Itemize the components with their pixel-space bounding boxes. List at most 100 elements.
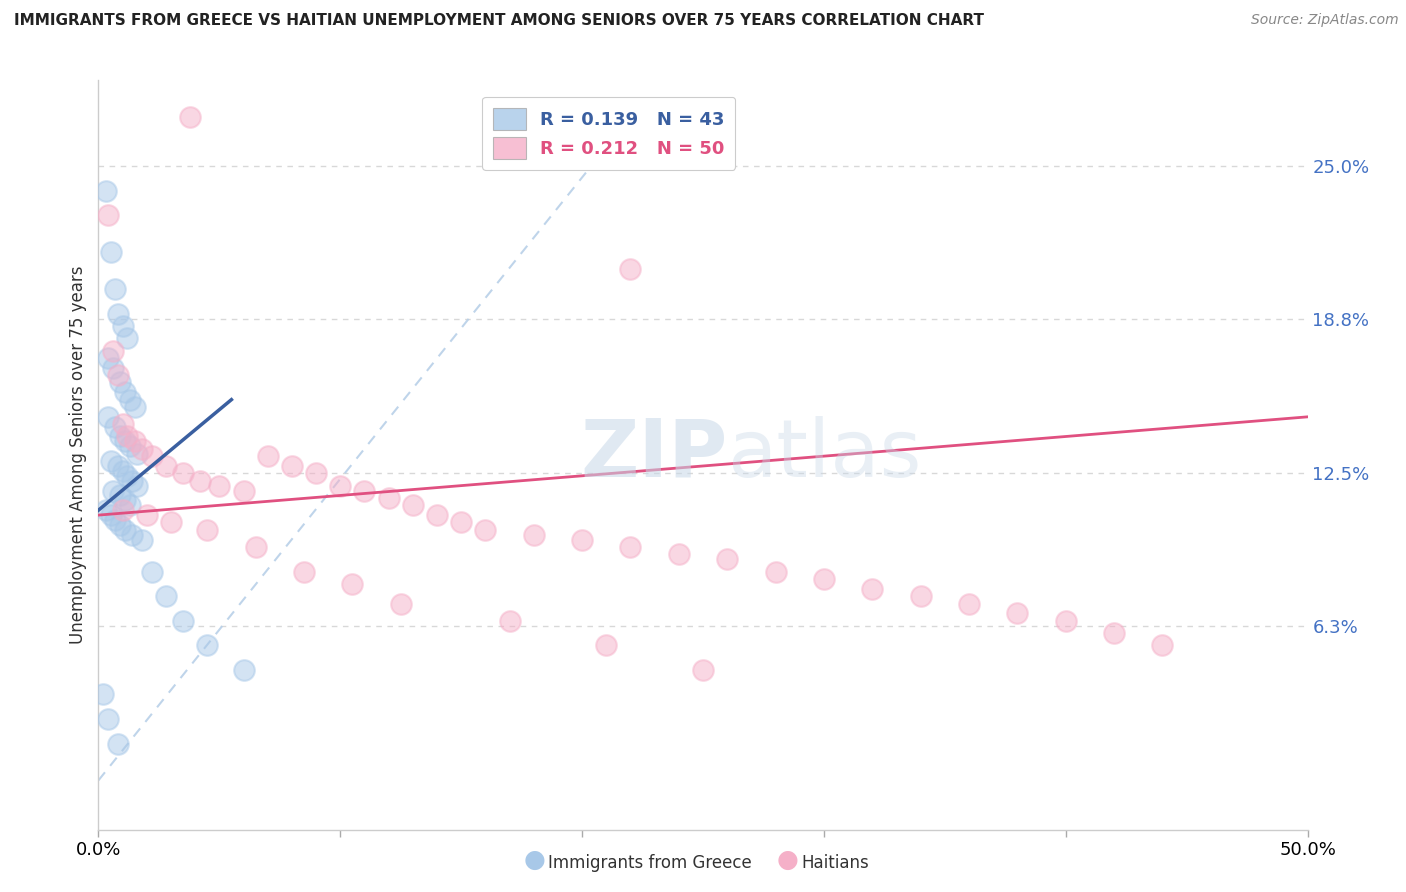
Point — [188, 474, 211, 488]
Point — [256, 449, 278, 463]
Text: Immigrants from Greece: Immigrants from Greece — [548, 855, 752, 872]
Point — [342, 577, 364, 591]
Point — [100, 508, 122, 522]
Point — [135, 508, 157, 522]
Point — [108, 488, 131, 502]
Point — [124, 434, 146, 449]
Point — [957, 597, 980, 611]
Point — [765, 565, 787, 579]
Point — [111, 503, 134, 517]
Point — [813, 572, 835, 586]
Point — [108, 376, 131, 390]
Point — [114, 434, 136, 449]
Point — [117, 331, 139, 345]
Text: ●: ● — [523, 848, 546, 872]
Point — [910, 589, 932, 603]
Text: ●: ● — [776, 848, 799, 872]
Point — [101, 360, 124, 375]
Point — [111, 318, 134, 333]
Point — [860, 582, 883, 596]
Point — [172, 614, 194, 628]
Point — [131, 442, 153, 456]
Point — [101, 343, 124, 358]
Point — [172, 467, 194, 481]
Point — [107, 458, 129, 473]
Point — [232, 663, 254, 677]
Point — [127, 478, 149, 492]
Point — [118, 498, 141, 512]
Point — [100, 245, 122, 260]
Point — [100, 454, 122, 468]
Point — [114, 493, 136, 508]
Point — [94, 184, 117, 198]
Point — [97, 351, 120, 365]
Legend: R = 0.139   N = 43, R = 0.212   N = 50: R = 0.139 N = 43, R = 0.212 N = 50 — [482, 97, 735, 169]
Point — [160, 516, 183, 530]
Point — [117, 429, 139, 443]
Point — [118, 439, 141, 453]
Point — [127, 447, 149, 461]
Point — [124, 400, 146, 414]
Point — [595, 638, 617, 652]
Point — [692, 663, 714, 677]
Point — [108, 517, 131, 532]
Point — [281, 458, 304, 473]
Text: Source: ZipAtlas.com: Source: ZipAtlas.com — [1251, 13, 1399, 28]
Point — [498, 614, 520, 628]
Point — [97, 409, 120, 424]
Point — [292, 565, 315, 579]
Point — [107, 307, 129, 321]
Point — [91, 688, 114, 702]
Point — [111, 417, 134, 432]
Point — [104, 282, 127, 296]
Point — [131, 533, 153, 547]
Point — [232, 483, 254, 498]
Text: atlas: atlas — [727, 416, 921, 494]
Point — [389, 597, 412, 611]
Point — [155, 589, 177, 603]
Point — [155, 458, 177, 473]
Point — [208, 478, 231, 492]
Point — [619, 540, 641, 554]
Point — [619, 262, 641, 277]
Y-axis label: Unemployment Among Seniors over 75 years: Unemployment Among Seniors over 75 years — [69, 266, 87, 644]
Point — [97, 712, 120, 726]
Text: Haitians: Haitians — [801, 855, 869, 872]
Point — [195, 523, 218, 537]
Point — [245, 540, 267, 554]
Point — [523, 528, 546, 542]
Point — [1152, 638, 1174, 652]
Point — [114, 523, 136, 537]
Point — [111, 464, 134, 478]
Point — [117, 468, 139, 483]
Point — [97, 208, 120, 222]
Point — [179, 110, 201, 124]
Point — [104, 419, 127, 434]
Point — [118, 392, 141, 407]
Point — [353, 483, 375, 498]
Point — [94, 503, 117, 517]
Point — [402, 498, 425, 512]
Point — [141, 449, 163, 463]
Point — [426, 508, 449, 522]
Point — [1054, 614, 1077, 628]
Point — [305, 467, 328, 481]
Point — [104, 513, 127, 527]
Point — [195, 638, 218, 652]
Point — [121, 474, 143, 488]
Point — [108, 429, 131, 443]
Point — [141, 565, 163, 579]
Text: ZIP: ZIP — [579, 416, 727, 494]
Point — [1102, 626, 1125, 640]
Point — [377, 491, 399, 505]
Point — [101, 483, 124, 498]
Point — [114, 385, 136, 400]
Point — [1007, 607, 1029, 621]
Point — [474, 523, 496, 537]
Point — [668, 548, 690, 562]
Point — [450, 516, 472, 530]
Point — [716, 552, 738, 566]
Point — [329, 478, 352, 492]
Point — [107, 737, 129, 751]
Text: IMMIGRANTS FROM GREECE VS HAITIAN UNEMPLOYMENT AMONG SENIORS OVER 75 YEARS CORRE: IMMIGRANTS FROM GREECE VS HAITIAN UNEMPL… — [14, 13, 984, 29]
